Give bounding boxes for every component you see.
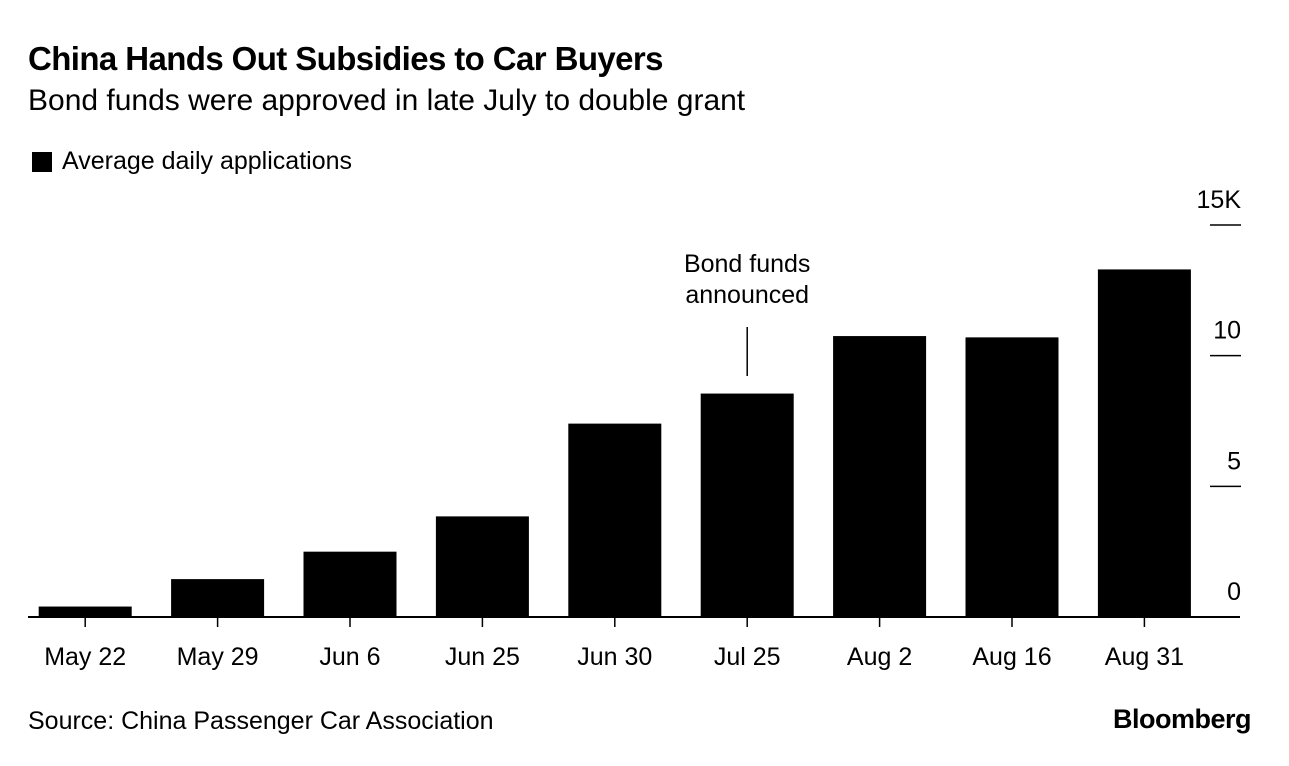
bar — [38, 606, 132, 617]
x-tick-label: Jun 6 — [319, 643, 380, 671]
x-tick-label: Jun 25 — [445, 643, 520, 671]
bar — [568, 423, 662, 617]
source-note: Source: China Passenger Car Association — [28, 707, 494, 735]
bar — [171, 579, 265, 617]
x-tick-label: Aug 31 — [1105, 643, 1184, 671]
legend: Average daily applications — [32, 147, 352, 176]
y-tick-label: 0 — [1227, 578, 1241, 606]
chart-title: China Hands Out Subsidies to Car Buyers — [28, 40, 664, 77]
y-tick-label: 5 — [1227, 447, 1241, 475]
y-tick-label: 15K — [1197, 186, 1242, 214]
x-tick-label: Aug 16 — [972, 643, 1051, 671]
x-tick-label: May 22 — [44, 643, 126, 671]
x-tick-label: Jun 30 — [577, 643, 652, 671]
y-tick-label: 10 — [1213, 317, 1241, 345]
x-tick-label: Aug 2 — [847, 643, 912, 671]
bar — [965, 337, 1059, 617]
x-tick-label: May 29 — [177, 643, 259, 671]
bloomberg-logo: Bloomberg — [1112, 704, 1252, 734]
legend-label: Average daily applications — [62, 147, 353, 175]
annotation-text: announced — [685, 281, 809, 309]
bar — [435, 516, 529, 617]
bar — [303, 551, 397, 617]
chart-subtitle: Bond funds were approved in late July to… — [28, 84, 746, 117]
bar — [1097, 269, 1191, 617]
bar — [700, 393, 794, 617]
annotation-text: Bond funds — [684, 250, 811, 278]
bar — [833, 336, 927, 617]
x-tick-label: Jul 25 — [714, 643, 781, 671]
legend-swatch — [32, 151, 52, 172]
